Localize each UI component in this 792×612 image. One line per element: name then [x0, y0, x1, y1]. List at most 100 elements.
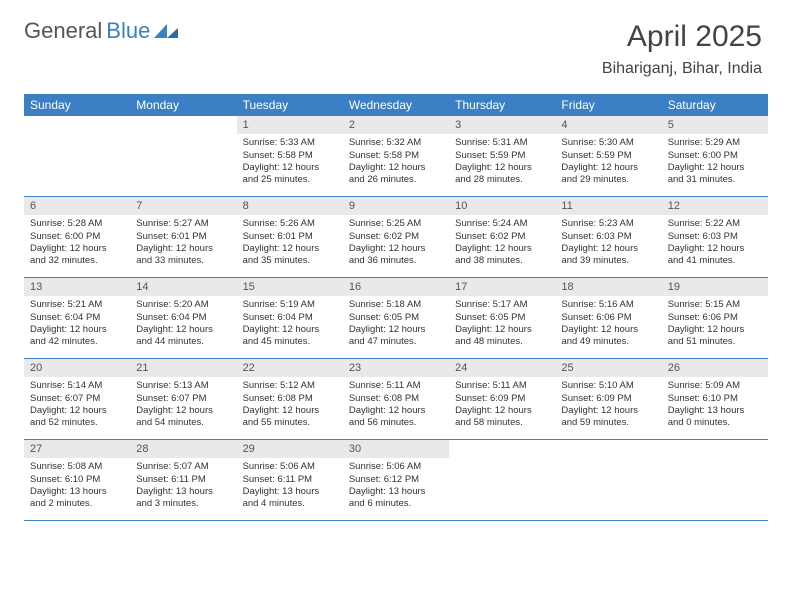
week-row: 27Sunrise: 5:08 AMSunset: 6:10 PMDayligh…	[24, 440, 768, 521]
daylight-line: Daylight: 12 hours and 29 minutes.	[561, 162, 655, 187]
sunset-line: Sunset: 6:03 PM	[668, 231, 762, 243]
day-cell: 30Sunrise: 5:06 AMSunset: 6:12 PMDayligh…	[343, 440, 449, 520]
day-cell: 19Sunrise: 5:15 AMSunset: 6:06 PMDayligh…	[662, 278, 768, 358]
day-cell: 24Sunrise: 5:11 AMSunset: 6:09 PMDayligh…	[449, 359, 555, 439]
day-body: Sunrise: 5:18 AMSunset: 6:05 PMDaylight:…	[343, 296, 449, 352]
sunrise-line: Sunrise: 5:28 AM	[30, 218, 124, 230]
sunset-line: Sunset: 6:04 PM	[30, 312, 124, 324]
sunset-line: Sunset: 5:59 PM	[561, 150, 655, 162]
day-number: 15	[237, 278, 343, 296]
week-row: 1Sunrise: 5:33 AMSunset: 5:58 PMDaylight…	[24, 116, 768, 197]
sunset-line: Sunset: 6:08 PM	[349, 393, 443, 405]
day-body: Sunrise: 5:12 AMSunset: 6:08 PMDaylight:…	[237, 377, 343, 433]
day-cell: 1Sunrise: 5:33 AMSunset: 5:58 PMDaylight…	[237, 116, 343, 196]
day-body: Sunrise: 5:17 AMSunset: 6:05 PMDaylight:…	[449, 296, 555, 352]
day-body: Sunrise: 5:23 AMSunset: 6:03 PMDaylight:…	[555, 215, 661, 271]
sunrise-line: Sunrise: 5:10 AM	[561, 380, 655, 392]
day-number: 28	[130, 440, 236, 458]
day-cell: 11Sunrise: 5:23 AMSunset: 6:03 PMDayligh…	[555, 197, 661, 277]
daylight-line: Daylight: 12 hours and 58 minutes.	[455, 405, 549, 430]
day-cell: 15Sunrise: 5:19 AMSunset: 6:04 PMDayligh…	[237, 278, 343, 358]
day-cell	[555, 440, 661, 520]
sunrise-line: Sunrise: 5:26 AM	[243, 218, 337, 230]
sunrise-line: Sunrise: 5:19 AM	[243, 299, 337, 311]
day-cell: 9Sunrise: 5:25 AMSunset: 6:02 PMDaylight…	[343, 197, 449, 277]
day-cell	[130, 116, 236, 196]
sunset-line: Sunset: 6:00 PM	[668, 150, 762, 162]
sunrise-line: Sunrise: 5:32 AM	[349, 137, 443, 149]
day-cell	[24, 116, 130, 196]
sunset-line: Sunset: 6:09 PM	[561, 393, 655, 405]
day-cell: 22Sunrise: 5:12 AMSunset: 6:08 PMDayligh…	[237, 359, 343, 439]
sunrise-line: Sunrise: 5:22 AM	[668, 218, 762, 230]
day-number: 18	[555, 278, 661, 296]
daylight-line: Daylight: 12 hours and 44 minutes.	[136, 324, 230, 349]
daylight-line: Daylight: 12 hours and 36 minutes.	[349, 243, 443, 268]
day-cell: 3Sunrise: 5:31 AMSunset: 5:59 PMDaylight…	[449, 116, 555, 196]
page-title: April 2025	[602, 20, 762, 54]
sunrise-line: Sunrise: 5:11 AM	[349, 380, 443, 392]
daylight-line: Daylight: 12 hours and 42 minutes.	[30, 324, 124, 349]
sunset-line: Sunset: 6:11 PM	[136, 474, 230, 486]
day-cell: 13Sunrise: 5:21 AMSunset: 6:04 PMDayligh…	[24, 278, 130, 358]
daylight-line: Daylight: 12 hours and 32 minutes.	[30, 243, 124, 268]
daylight-line: Daylight: 12 hours and 39 minutes.	[561, 243, 655, 268]
day-body: Sunrise: 5:27 AMSunset: 6:01 PMDaylight:…	[130, 215, 236, 271]
day-cell: 27Sunrise: 5:08 AMSunset: 6:10 PMDayligh…	[24, 440, 130, 520]
sunrise-line: Sunrise: 5:25 AM	[349, 218, 443, 230]
daylight-line: Daylight: 12 hours and 33 minutes.	[136, 243, 230, 268]
day-number: 30	[343, 440, 449, 458]
day-body: Sunrise: 5:19 AMSunset: 6:04 PMDaylight:…	[237, 296, 343, 352]
day-number: 6	[24, 197, 130, 215]
sunset-line: Sunset: 6:01 PM	[243, 231, 337, 243]
day-body: Sunrise: 5:24 AMSunset: 6:02 PMDaylight:…	[449, 215, 555, 271]
sunset-line: Sunset: 6:01 PM	[136, 231, 230, 243]
sunset-line: Sunset: 6:05 PM	[455, 312, 549, 324]
daylight-line: Daylight: 12 hours and 54 minutes.	[136, 405, 230, 430]
sunrise-line: Sunrise: 5:08 AM	[30, 461, 124, 473]
day-body: Sunrise: 5:31 AMSunset: 5:59 PMDaylight:…	[449, 134, 555, 190]
day-number: 25	[555, 359, 661, 377]
sunset-line: Sunset: 6:07 PM	[30, 393, 124, 405]
daylight-line: Daylight: 12 hours and 56 minutes.	[349, 405, 443, 430]
day-number: 19	[662, 278, 768, 296]
day-number: 17	[449, 278, 555, 296]
sunset-line: Sunset: 6:04 PM	[136, 312, 230, 324]
day-body: Sunrise: 5:25 AMSunset: 6:02 PMDaylight:…	[343, 215, 449, 271]
dow-header: Saturday	[662, 94, 768, 116]
dow-header-row: SundayMondayTuesdayWednesdayThursdayFrid…	[24, 94, 768, 116]
day-cell: 10Sunrise: 5:24 AMSunset: 6:02 PMDayligh…	[449, 197, 555, 277]
day-number: 26	[662, 359, 768, 377]
day-cell: 16Sunrise: 5:18 AMSunset: 6:05 PMDayligh…	[343, 278, 449, 358]
day-body: Sunrise: 5:21 AMSunset: 6:04 PMDaylight:…	[24, 296, 130, 352]
day-body: Sunrise: 5:22 AMSunset: 6:03 PMDaylight:…	[662, 215, 768, 271]
day-body: Sunrise: 5:16 AMSunset: 6:06 PMDaylight:…	[555, 296, 661, 352]
day-number: 4	[555, 116, 661, 134]
sunrise-line: Sunrise: 5:15 AM	[668, 299, 762, 311]
day-cell	[662, 440, 768, 520]
day-body: Sunrise: 5:32 AMSunset: 5:58 PMDaylight:…	[343, 134, 449, 190]
day-cell: 6 Sunrise: 5:28 AMSunset: 6:00 PMDaylight…	[24, 197, 130, 277]
day-number: 9	[343, 197, 449, 215]
day-number: 3	[449, 116, 555, 134]
day-cell: 17Sunrise: 5:17 AMSunset: 6:05 PMDayligh…	[449, 278, 555, 358]
location-label: Bihariganj, Bihar, India	[602, 60, 762, 78]
daylight-line: Daylight: 13 hours and 3 minutes.	[136, 486, 230, 511]
day-number: 21	[130, 359, 236, 377]
day-cell: 26Sunrise: 5:09 AMSunset: 6:10 PMDayligh…	[662, 359, 768, 439]
sunset-line: Sunset: 6:11 PM	[243, 474, 337, 486]
dow-header: Sunday	[24, 94, 130, 116]
dow-header: Tuesday	[237, 94, 343, 116]
day-number: 8	[237, 197, 343, 215]
daylight-line: Daylight: 12 hours and 41 minutes.	[668, 243, 762, 268]
day-number: 10	[449, 197, 555, 215]
sunset-line: Sunset: 6:06 PM	[668, 312, 762, 324]
day-number: 20	[24, 359, 130, 377]
week-row: 13Sunrise: 5:21 AMSunset: 6:04 PMDayligh…	[24, 278, 768, 359]
sunset-line: Sunset: 6:06 PM	[561, 312, 655, 324]
sunset-line: Sunset: 6:00 PM	[30, 231, 124, 243]
sunset-line: Sunset: 6:05 PM	[349, 312, 443, 324]
day-body: Sunrise: 5:14 AMSunset: 6:07 PMDaylight:…	[24, 377, 130, 433]
sunset-line: Sunset: 6:12 PM	[349, 474, 443, 486]
daylight-line: Daylight: 13 hours and 0 minutes.	[668, 405, 762, 430]
